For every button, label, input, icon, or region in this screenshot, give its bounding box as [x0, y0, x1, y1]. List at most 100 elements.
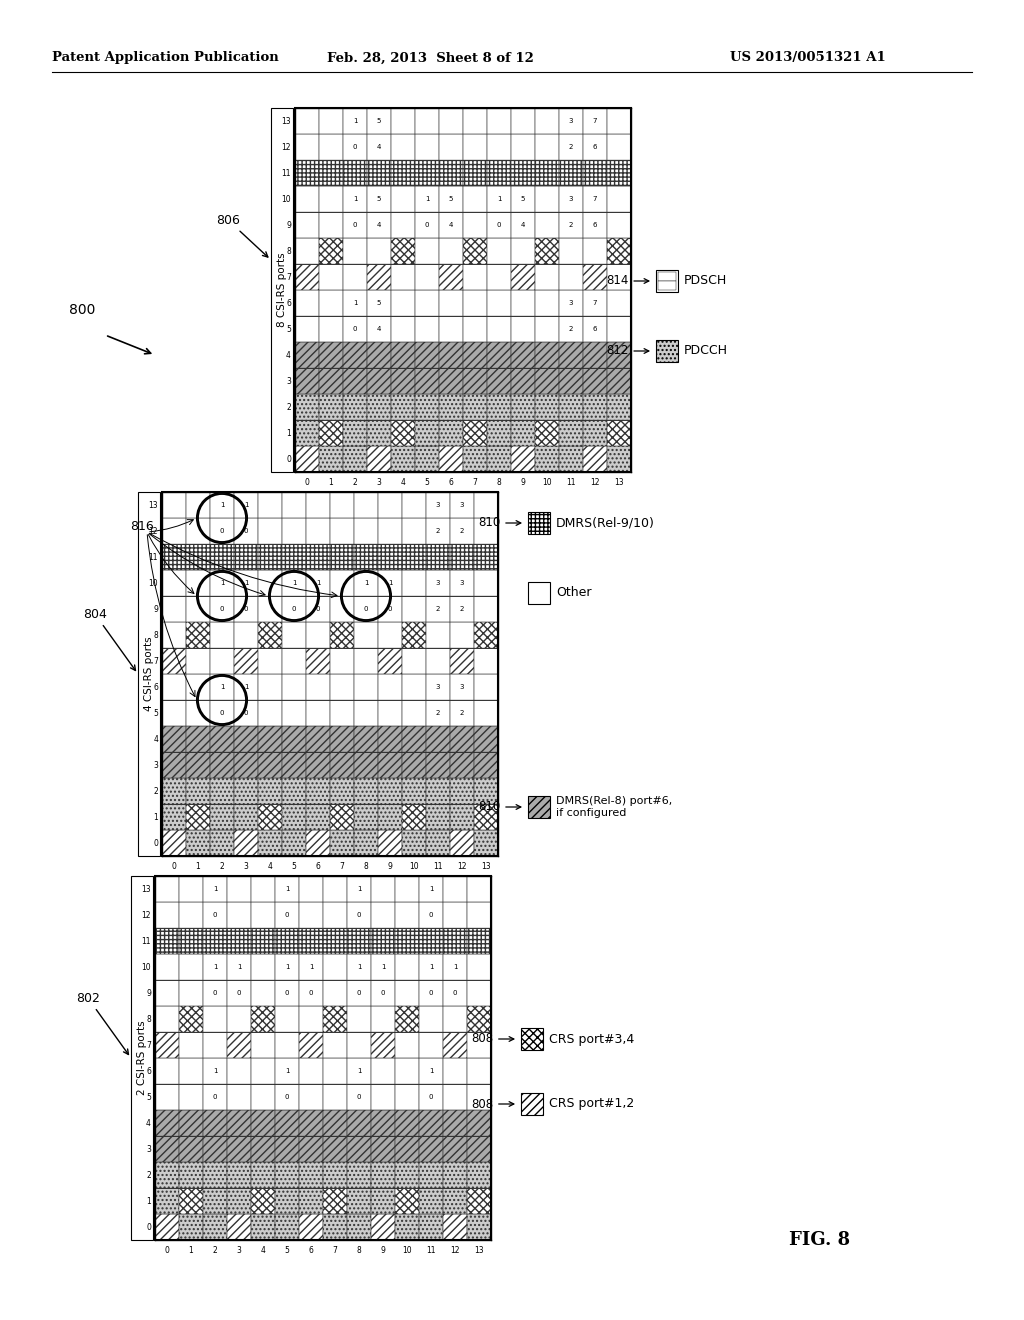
Text: 3: 3 — [377, 478, 381, 487]
Text: PDCCH: PDCCH — [684, 345, 728, 358]
Bar — [258, 675, 282, 700]
Bar — [583, 315, 607, 342]
Bar — [535, 135, 559, 160]
Text: 1: 1 — [352, 195, 357, 202]
Bar — [487, 108, 511, 135]
Bar — [330, 752, 354, 777]
Bar — [467, 876, 490, 902]
Bar — [378, 622, 402, 648]
Bar — [395, 902, 419, 928]
Text: 1: 1 — [352, 300, 357, 306]
Bar — [443, 1137, 467, 1162]
Text: 1: 1 — [220, 684, 224, 690]
Bar — [347, 1137, 371, 1162]
Bar — [583, 393, 607, 420]
Bar — [463, 446, 487, 473]
Bar — [347, 928, 371, 954]
Bar — [511, 264, 535, 290]
Bar — [487, 238, 511, 264]
Bar — [319, 342, 343, 368]
Bar — [306, 492, 330, 517]
Bar — [511, 315, 535, 342]
Bar — [234, 752, 258, 777]
Text: 1: 1 — [429, 964, 433, 970]
Bar — [210, 492, 234, 517]
Bar — [474, 726, 498, 752]
Text: 0: 0 — [285, 1094, 289, 1100]
Text: 3: 3 — [436, 684, 440, 690]
Bar — [227, 1006, 251, 1032]
Text: 9: 9 — [520, 478, 525, 487]
Bar — [354, 804, 378, 830]
Bar — [419, 1006, 443, 1032]
Bar — [463, 393, 487, 420]
Bar — [295, 342, 319, 368]
Bar — [487, 393, 511, 420]
Bar — [658, 272, 676, 281]
Text: 0: 0 — [352, 222, 357, 228]
Bar — [511, 213, 535, 238]
Bar — [319, 186, 343, 213]
Text: 6: 6 — [154, 682, 158, 692]
Bar — [487, 186, 511, 213]
Text: 11: 11 — [141, 936, 151, 945]
Text: 11: 11 — [566, 478, 575, 487]
Text: PDSCH: PDSCH — [684, 275, 727, 288]
Bar — [487, 446, 511, 473]
Bar — [251, 1188, 275, 1214]
Bar — [559, 135, 583, 160]
Bar — [295, 160, 319, 186]
Bar — [511, 238, 535, 264]
Text: 0: 0 — [213, 1094, 217, 1100]
Bar — [443, 902, 467, 928]
Text: 5: 5 — [154, 709, 158, 718]
Text: 0: 0 — [364, 606, 369, 612]
Text: 0: 0 — [237, 990, 242, 997]
Bar — [439, 446, 463, 473]
Bar — [330, 777, 354, 804]
Text: 3: 3 — [460, 684, 464, 690]
Text: 0: 0 — [352, 326, 357, 333]
Bar — [395, 876, 419, 902]
Bar — [275, 1188, 299, 1214]
Bar — [343, 420, 367, 446]
Bar — [275, 1084, 299, 1110]
Bar — [258, 777, 282, 804]
Bar — [330, 517, 354, 544]
Bar — [658, 281, 676, 290]
Bar — [378, 648, 402, 675]
Bar — [528, 582, 550, 605]
Bar — [443, 1110, 467, 1137]
Bar — [258, 492, 282, 517]
Bar — [179, 1110, 203, 1137]
Bar — [419, 954, 443, 979]
Text: 810: 810 — [478, 516, 521, 529]
Bar — [234, 804, 258, 830]
Bar — [282, 544, 306, 570]
Text: 1: 1 — [244, 684, 248, 690]
Bar — [295, 108, 319, 135]
Bar — [419, 1059, 443, 1084]
Bar — [607, 446, 631, 473]
Bar — [319, 393, 343, 420]
Bar — [367, 264, 391, 290]
Text: 10: 10 — [148, 578, 158, 587]
Bar — [251, 954, 275, 979]
Bar — [511, 368, 535, 393]
Text: 13: 13 — [148, 500, 158, 510]
Bar — [419, 979, 443, 1006]
Bar — [607, 315, 631, 342]
Text: 3: 3 — [436, 579, 440, 586]
Bar — [306, 675, 330, 700]
Bar — [162, 752, 186, 777]
Bar — [426, 675, 450, 700]
Bar — [162, 597, 186, 622]
Text: 0: 0 — [429, 990, 433, 997]
Text: 0: 0 — [304, 478, 309, 487]
Text: 812: 812 — [606, 345, 649, 358]
Text: 1: 1 — [146, 1196, 151, 1205]
Text: 4: 4 — [286, 351, 291, 359]
Text: 5: 5 — [449, 195, 454, 202]
Bar — [426, 622, 450, 648]
Bar — [474, 752, 498, 777]
